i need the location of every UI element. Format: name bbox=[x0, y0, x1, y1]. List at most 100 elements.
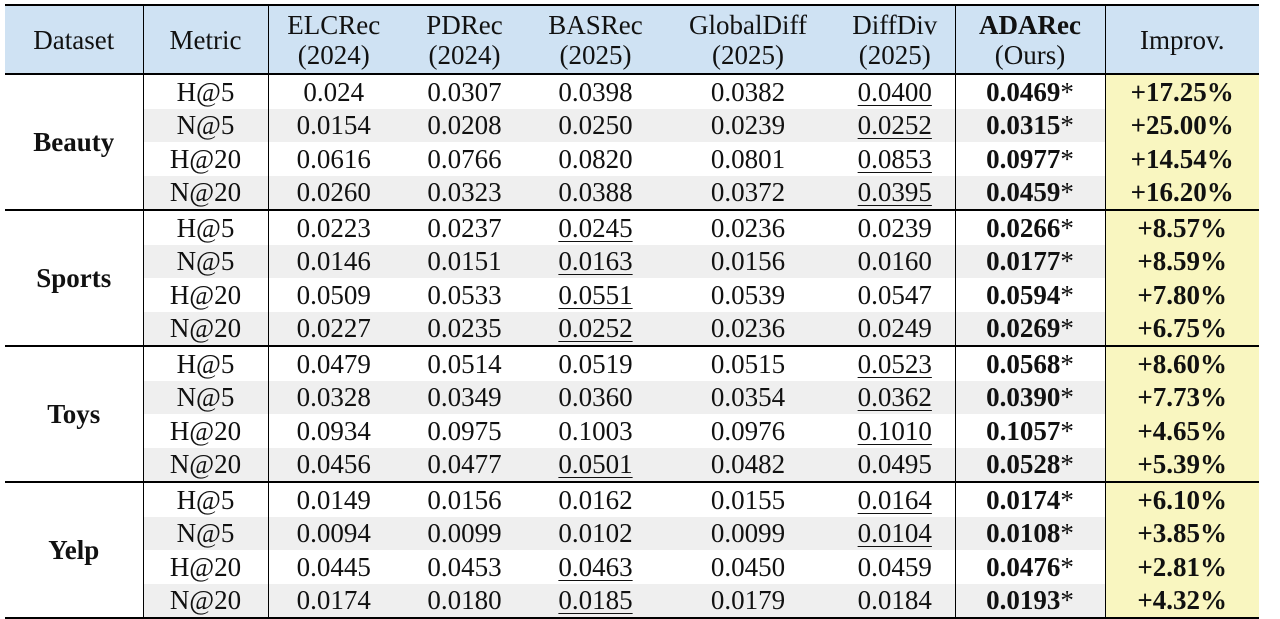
adarec-value: 0.0269* bbox=[955, 311, 1106, 347]
adarec-value: 0.0459* bbox=[955, 175, 1106, 211]
elcrec-value: 0.0616 bbox=[296, 143, 371, 174]
adarec-value: 0.0977* bbox=[955, 142, 1106, 176]
header-adarec: ADARec (Ours) bbox=[955, 4, 1106, 75]
adarec-value: 0.0469* bbox=[955, 74, 1106, 109]
globaldiff-value: 0.0539 bbox=[710, 279, 786, 310]
significance-star: * bbox=[1060, 551, 1074, 582]
adarec-value: 0.0528* bbox=[955, 447, 1106, 483]
improvement-value: +4.32% bbox=[1105, 583, 1259, 619]
significance-star: * bbox=[1060, 518, 1074, 549]
improvement-value: +16.20% bbox=[1105, 175, 1259, 211]
improvement-value: +17.25% bbox=[1105, 74, 1259, 109]
improvement-value: +4.65% bbox=[1105, 414, 1259, 448]
significance-star: * bbox=[1060, 177, 1074, 208]
metric-cell: H@5 bbox=[143, 346, 269, 381]
globaldiff-value: 0.0156 bbox=[661, 244, 835, 278]
basrec-value: 0.1003 bbox=[558, 415, 633, 446]
metric-cell: N@5 bbox=[143, 244, 269, 278]
diffdiv-value: 0.0252 bbox=[835, 108, 956, 142]
basrec-value: 0.0398 bbox=[558, 76, 633, 107]
significance-star: * bbox=[1060, 279, 1074, 310]
significance-star: * bbox=[1060, 313, 1074, 344]
table-body: Beauty H@5 0.024 0.0307 0.0398 0.0382 0.0400 0.… bbox=[5, 74, 1259, 619]
metric-cell: N@20 bbox=[143, 583, 269, 619]
header-row: Dataset Metric ELCRec (2024) PDRec (2024) … bbox=[5, 4, 1259, 75]
improvement-value: +8.57% bbox=[1105, 210, 1259, 245]
elcrec-value: 0.0456 bbox=[268, 447, 399, 483]
basrec-value: 0.0163 bbox=[530, 244, 661, 278]
improvement-value: +6.10% bbox=[1105, 482, 1259, 517]
diffdiv-value: 0.0184 bbox=[835, 583, 956, 619]
diffdiv-value: 0.0104 bbox=[835, 516, 956, 550]
diffdiv-value: 0.0362 bbox=[835, 380, 956, 414]
adarec-value: 0.0476* bbox=[955, 550, 1106, 584]
dataset-label-toys: Toys bbox=[5, 346, 144, 483]
elcrec-value: 0.0509 bbox=[296, 279, 371, 310]
globaldiff-value: 0.0372 bbox=[661, 175, 835, 211]
globaldiff-value: 0.0976 bbox=[710, 415, 786, 446]
pdrec-value: 0.0453 bbox=[427, 551, 502, 582]
basrec-value: 0.0388 bbox=[530, 175, 661, 211]
table-row: Sports H@5 0.0223 0.0237 0.0245 0.0236 0.0239 0… bbox=[5, 210, 1259, 347]
improvement-value: +3.85% bbox=[1105, 516, 1259, 550]
basrec-value: 0.0245 bbox=[558, 212, 633, 243]
globaldiff-value: 0.0236 bbox=[661, 311, 835, 347]
basrec-value: 0.0360 bbox=[530, 380, 661, 414]
improvement-value: +14.54% bbox=[1105, 142, 1259, 176]
metric-cell: H@5 bbox=[143, 74, 269, 109]
table-row: N@5 0.0094 0.0099 0.0102 0.0099 0.0104 0.0108*… bbox=[5, 516, 1259, 550]
pdrec-value: 0.0151 bbox=[399, 244, 530, 278]
pdrec-value: 0.0235 bbox=[399, 311, 530, 347]
improvement-value: +6.75% bbox=[1105, 311, 1259, 347]
pdrec-value: 0.0237 bbox=[427, 212, 502, 243]
significance-star: * bbox=[1060, 246, 1074, 277]
elcrec-value: 0.0445 bbox=[296, 551, 371, 582]
header-diffdiv: DiffDiv (2025) bbox=[835, 4, 956, 75]
globaldiff-value: 0.0099 bbox=[661, 516, 835, 550]
metric-cell: N@20 bbox=[143, 311, 269, 347]
globaldiff-value: 0.0354 bbox=[661, 380, 835, 414]
pdrec-value: 0.0307 bbox=[427, 76, 502, 107]
elcrec-value: 0.0223 bbox=[296, 212, 371, 243]
significance-star: * bbox=[1060, 484, 1074, 515]
improvement-value: +25.00% bbox=[1105, 108, 1259, 142]
header-pdrec: PDRec (2024) bbox=[399, 4, 530, 75]
adarec-value: 0.1057* bbox=[955, 414, 1106, 448]
globaldiff-value: 0.0382 bbox=[710, 76, 786, 107]
basrec-value: 0.0102 bbox=[530, 516, 661, 550]
improvement-value: +7.80% bbox=[1105, 278, 1259, 312]
pdrec-value: 0.0323 bbox=[399, 175, 530, 211]
elcrec-value: 0.0260 bbox=[268, 175, 399, 211]
pdrec-value: 0.0156 bbox=[427, 484, 502, 515]
metric-cell: H@5 bbox=[143, 210, 269, 245]
pdrec-value: 0.0766 bbox=[427, 143, 502, 174]
pdrec-value: 0.0180 bbox=[399, 583, 530, 619]
improvement-value: +8.60% bbox=[1105, 346, 1259, 381]
table-row: H@20 0.0445 0.0453 0.0463 0.0450 0.0459 0.0476… bbox=[5, 550, 1259, 584]
elcrec-value: 0.0174 bbox=[268, 583, 399, 619]
adarec-value: 0.0108* bbox=[955, 516, 1106, 550]
elcrec-value: 0.0094 bbox=[268, 516, 399, 550]
metric-cell: H@20 bbox=[143, 414, 269, 448]
table-row: Toys H@5 0.0479 0.0514 0.0519 0.0515 0.0523 0.0… bbox=[5, 346, 1259, 483]
table-row: N@5 0.0146 0.0151 0.0163 0.0156 0.0160 0.0177*… bbox=[5, 244, 1259, 278]
elcrec-value: 0.0154 bbox=[268, 108, 399, 142]
significance-star: * bbox=[1060, 449, 1074, 480]
diffdiv-value: 0.0547 bbox=[835, 278, 956, 312]
pdrec-value: 0.0477 bbox=[399, 447, 530, 483]
table-row: N@20 0.0227 0.0235 0.0252 0.0236 0.0249 0.0269… bbox=[5, 311, 1259, 347]
adarec-value: 0.0390* bbox=[955, 380, 1106, 414]
adarec-value: 0.0177* bbox=[955, 244, 1106, 278]
header-elcrec: ELCRec (2024) bbox=[268, 4, 399, 75]
table-row: N@5 0.0154 0.0208 0.0250 0.0239 0.0252 0.0315*… bbox=[5, 108, 1259, 142]
metric-cell: N@20 bbox=[143, 447, 269, 483]
elcrec-value: 0.0227 bbox=[268, 311, 399, 347]
diffdiv-value: 0.0395 bbox=[835, 175, 956, 211]
elcrec-value: 0.0149 bbox=[296, 484, 371, 515]
elcrec-value: 0.024 bbox=[303, 76, 365, 107]
basrec-value: 0.0820 bbox=[558, 143, 633, 174]
metric-cell: N@20 bbox=[143, 175, 269, 211]
basrec-value: 0.0463 bbox=[558, 551, 633, 582]
diffdiv-value: 0.0853 bbox=[835, 142, 956, 176]
metric-cell: N@5 bbox=[143, 516, 269, 550]
